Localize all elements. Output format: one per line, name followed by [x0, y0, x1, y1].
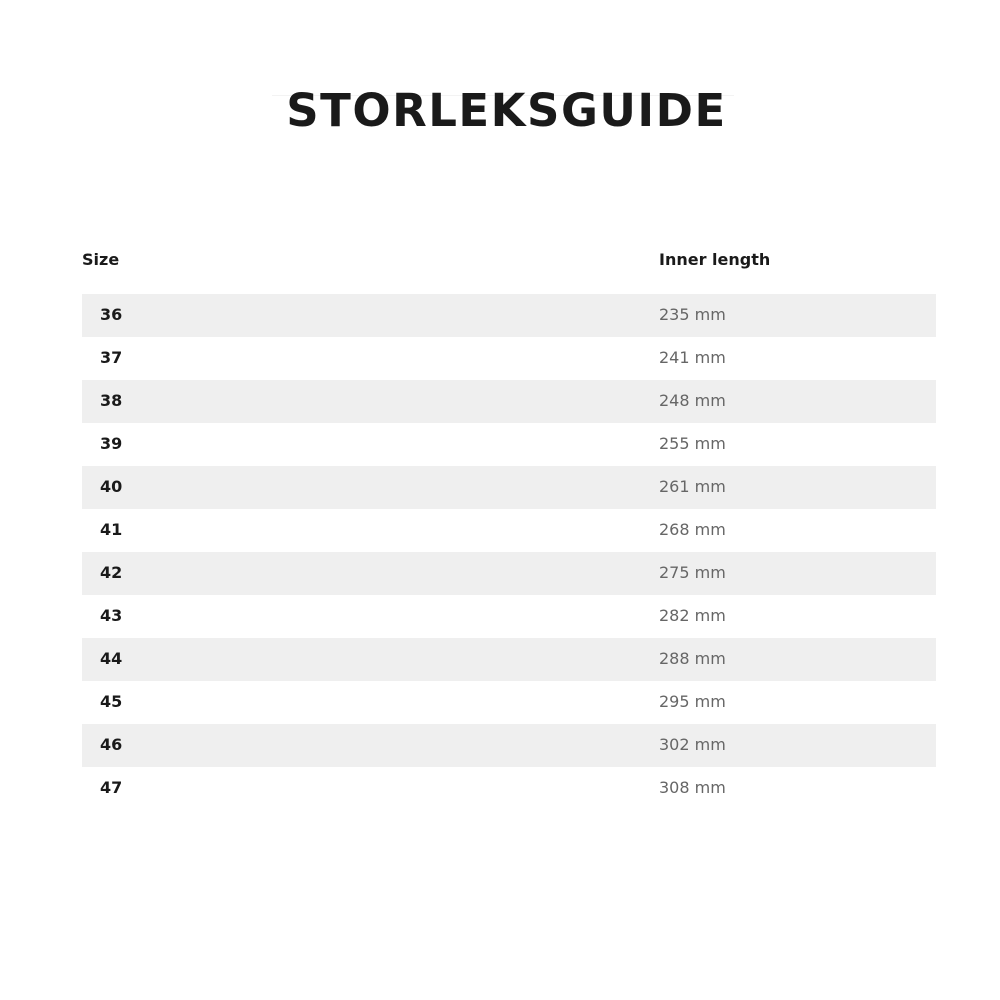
size-cell: 40 — [100, 477, 123, 496]
table-row: 41 268 mm — [82, 509, 936, 552]
table-row: 46 302 mm — [82, 724, 936, 767]
inner-length-cell: 282 mm — [659, 606, 726, 625]
table-row: 43 282 mm — [82, 595, 936, 638]
inner-length-cell: 248 mm — [659, 391, 726, 410]
size-cell: 41 — [100, 520, 123, 539]
size-cell: 43 — [100, 606, 123, 625]
size-cell: 44 — [100, 649, 123, 668]
table-row: 45 295 mm — [82, 681, 936, 724]
size-cell: 46 — [100, 735, 123, 754]
inner-length-cell: 275 mm — [659, 563, 726, 582]
inner-length-cell: 235 mm — [659, 305, 726, 324]
table-row: 44 288 mm — [82, 638, 936, 681]
table-row: 37 241 mm — [82, 337, 936, 380]
inner-length-cell: 288 mm — [659, 649, 726, 668]
table-header: Size Inner length — [82, 240, 936, 294]
size-cell: 36 — [100, 305, 123, 324]
table-row: 38 248 mm — [82, 380, 936, 423]
table-row: 40 261 mm — [82, 466, 936, 509]
table-row: 39 255 mm — [82, 423, 936, 466]
title-divider — [272, 95, 734, 96]
inner-length-cell: 268 mm — [659, 520, 726, 539]
size-cell: 47 — [100, 778, 123, 797]
size-cell: 39 — [100, 434, 123, 453]
size-cell: 42 — [100, 563, 123, 582]
size-table: Size Inner length 36 235 mm 37 241 mm 38 248 … — [82, 240, 936, 810]
table-row: 47 308 mm — [82, 767, 936, 810]
size-cell: 37 — [100, 348, 123, 367]
size-cell: 45 — [100, 692, 123, 711]
page-title: STORLEKSGUIDE — [286, 84, 727, 137]
header-inner-length: Inner length — [659, 250, 771, 269]
header-size: Size — [82, 250, 120, 269]
table-row: 42 275 mm — [82, 552, 936, 595]
size-cell: 38 — [100, 391, 123, 410]
inner-length-cell: 261 mm — [659, 477, 726, 496]
inner-length-cell: 295 mm — [659, 692, 726, 711]
table-row: 36 235 mm — [82, 294, 936, 337]
inner-length-cell: 308 mm — [659, 778, 726, 797]
inner-length-cell: 302 mm — [659, 735, 726, 754]
inner-length-cell: 255 mm — [659, 434, 726, 453]
inner-length-cell: 241 mm — [659, 348, 726, 367]
